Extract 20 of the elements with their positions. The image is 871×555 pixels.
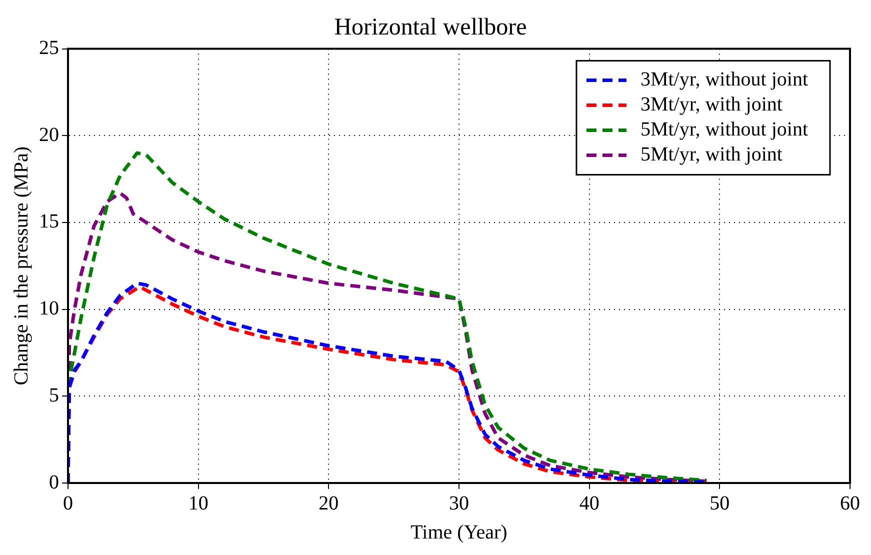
y-tick-label: 0	[49, 471, 59, 494]
x-tick-label: 40	[579, 492, 600, 514]
x-tick-label: 10	[188, 492, 208, 514]
y-tick-label: 25	[39, 37, 59, 60]
x-tick-label: 20	[318, 492, 339, 514]
x-tick-label: 0	[63, 492, 73, 514]
chart-title: Horizontal wellbore	[334, 14, 527, 41]
y-axis-title: Change in the pressure (MPa)	[10, 146, 32, 386]
y-tick-label: 15	[39, 210, 59, 233]
legend-label: 5Mt/yr, without joint	[640, 118, 808, 141]
y-tick-label: 5	[49, 384, 59, 406]
x-tick-label: 60	[840, 492, 860, 514]
y-tick-label: 10	[39, 298, 59, 320]
x-axis-title: Time (Year)	[410, 521, 508, 544]
legend-label: 3Mt/yr, without joint	[640, 68, 808, 91]
x-tick-label: 30	[449, 492, 469, 514]
legend-label: 5Mt/yr, with joint	[640, 144, 783, 166]
legend-label: 3Mt/yr, with joint	[640, 94, 783, 116]
x-tick-label: 50	[710, 492, 730, 514]
y-tick-label: 20	[39, 124, 59, 146]
